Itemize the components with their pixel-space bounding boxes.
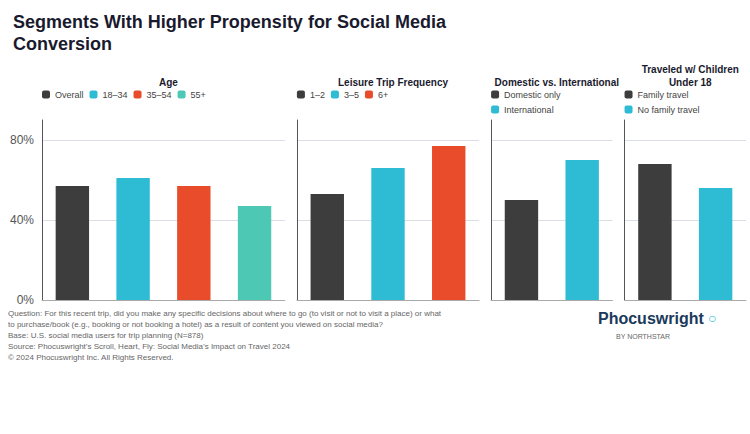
svg-text:55+: 55+ <box>191 90 206 100</box>
svg-text:○: ○ <box>708 310 716 326</box>
svg-text:Segments With Higher Propensit: Segments With Higher Propensity for Soci… <box>13 12 447 32</box>
svg-text:0%: 0% <box>17 293 35 307</box>
svg-text:Base: U.S. social media users: Base: U.S. social media users for trip p… <box>8 331 204 340</box>
svg-text:Domestic only: Domestic only <box>504 90 561 100</box>
svg-text:Source: Phocuswright’s Scroll,: Source: Phocuswright’s Scroll, Heart, Fl… <box>8 342 291 351</box>
svg-text:Family travel: Family travel <box>638 90 689 100</box>
svg-text:Under 18: Under 18 <box>669 77 712 88</box>
svg-text:Overall: Overall <box>55 90 84 100</box>
svg-text:40%: 40% <box>10 213 34 227</box>
svg-text:Age: Age <box>159 77 178 88</box>
svg-text:Question: For this recent trip: Question: For this recent trip, did you … <box>8 309 442 318</box>
svg-text:18–34: 18–34 <box>103 90 128 100</box>
svg-text:Domestic vs. International: Domestic vs. International <box>495 77 620 88</box>
svg-text:80%: 80% <box>10 133 34 147</box>
svg-text:Leisure Trip Frequency: Leisure Trip Frequency <box>338 77 448 88</box>
svg-text:International: International <box>504 105 554 115</box>
svg-text:3–5: 3–5 <box>344 90 359 100</box>
svg-text:to purchase/book (e.g., bookin: to purchase/book (e.g., booking or not b… <box>8 320 383 329</box>
svg-text:Phocuswright: Phocuswright <box>598 310 704 327</box>
svg-text:35–54: 35–54 <box>147 90 172 100</box>
svg-text:Conversion: Conversion <box>13 34 112 54</box>
svg-text:6+: 6+ <box>378 90 388 100</box>
svg-text:1–2: 1–2 <box>310 90 325 100</box>
svg-text:Traveled w/ Children: Traveled w/ Children <box>642 64 739 75</box>
svg-text:© 2024 Phocuswright Inc. All R: © 2024 Phocuswright Inc. All Rights Rese… <box>8 353 174 362</box>
svg-text:No family travel: No family travel <box>638 105 700 115</box>
svg-text:BY NORTHSTAR: BY NORTHSTAR <box>616 333 670 340</box>
